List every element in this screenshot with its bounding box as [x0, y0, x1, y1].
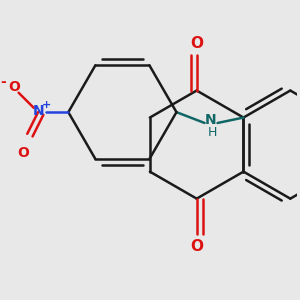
Text: O: O — [8, 80, 20, 94]
Text: +: + — [42, 100, 51, 110]
Text: O: O — [190, 239, 203, 254]
Text: O: O — [190, 35, 203, 50]
Text: H: H — [207, 126, 217, 139]
Text: O: O — [17, 146, 29, 160]
Text: -: - — [1, 75, 6, 89]
Text: N: N — [205, 113, 217, 127]
Text: N: N — [32, 104, 44, 118]
